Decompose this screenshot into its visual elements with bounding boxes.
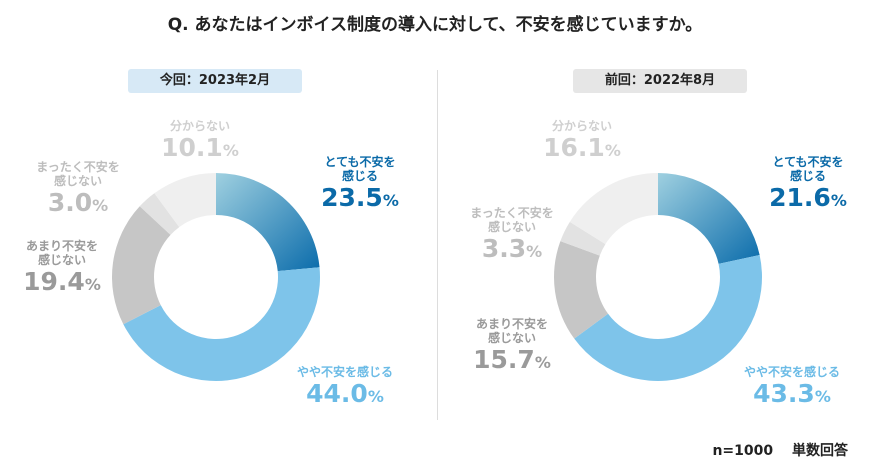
label-very-prev: とても不安を感じる 21.6%: [769, 155, 847, 212]
label-very: とても不安を感じる 23.5%: [321, 155, 399, 212]
label-notatall-prev: まったく不安を感じない 3.3%: [470, 206, 554, 263]
label-unknown-prev: 分からない 16.1%: [543, 119, 621, 162]
slice-unknown-previous: [569, 173, 658, 245]
label-unknown: 分からない 10.1%: [161, 119, 239, 162]
slice-notatall-current: [139, 193, 180, 235]
label-notmuch: あまり不安を感じない 19.4%: [23, 239, 101, 296]
label-some-prev: やや不安を感じる 43.3%: [743, 365, 840, 408]
slice-unknown-current: [154, 173, 216, 228]
badge-previous: 前回：2022年8月: [573, 69, 747, 93]
label-notatall: まったく不安を感じない 3.0%: [36, 160, 120, 217]
label-notmuch-prev: あまり不安を感じない 15.7%: [473, 317, 551, 374]
slice-notmuch-previous: [554, 241, 609, 339]
badge-current: 今回：2023年2月: [128, 69, 302, 93]
value: 23.5: [321, 182, 383, 212]
slice-notmuch-current: [111, 206, 171, 325]
slice-notatall-previous: [560, 221, 606, 256]
divider: [437, 70, 438, 420]
slice-some-previous: [574, 254, 762, 381]
slice-some-current: [123, 267, 320, 382]
footer-note: n=1000 単数回答: [712, 443, 848, 459]
question-title: Q. あなたはインボイス制度の導入に対して、不安を感じていますか。: [167, 15, 703, 35]
slice-very-previous: [658, 173, 760, 264]
label-some: やや不安を感じる 44.0%: [296, 365, 393, 408]
slice-very-current: [216, 173, 320, 272]
